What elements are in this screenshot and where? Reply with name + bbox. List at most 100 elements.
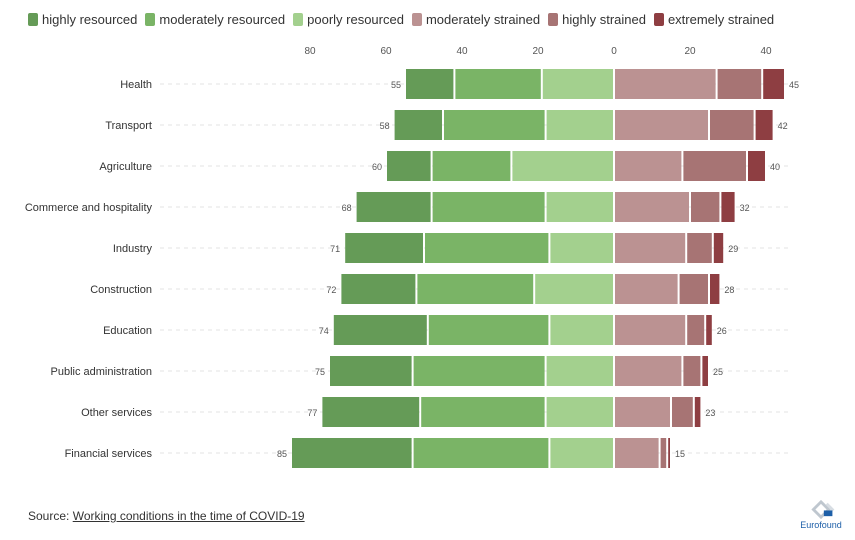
legend-swatch	[411, 12, 422, 26]
legend-label: extremely strained	[667, 11, 775, 27]
right-total-label: 29	[728, 244, 738, 254]
left-total-label: 71	[330, 244, 340, 254]
bar-segment	[550, 233, 613, 263]
right-total-label: 26	[717, 326, 727, 336]
bar-segment	[615, 233, 686, 263]
legend-label: highly resourced	[42, 11, 138, 27]
x-tick-label: 0	[611, 46, 617, 57]
right-total-label: 45	[789, 80, 799, 90]
bar-segment	[702, 356, 708, 386]
bar-segment	[687, 315, 705, 345]
bar-segment	[444, 110, 545, 140]
legend-item[interactable]: highly strained	[548, 12, 646, 27]
bar-segment	[706, 315, 712, 345]
source-note: Source: Working conditions in the time o…	[28, 509, 305, 523]
x-tick-label: 80	[304, 46, 316, 57]
bar-segment	[333, 315, 427, 345]
bar-segment	[512, 151, 613, 181]
diverging-bar-chart: 80 60 40 20 0 20 40 Health 55 45 Transport 58 42 Agri…	[25, 46, 799, 468]
bar-segment	[345, 233, 423, 263]
right-total-label: 25	[713, 367, 723, 377]
bar-segment	[546, 397, 613, 427]
bar-segment	[763, 69, 784, 99]
bar-segment	[615, 192, 689, 222]
bar-segment	[455, 69, 541, 99]
source-prefix: Source:	[28, 509, 73, 523]
bar-segment	[546, 110, 613, 140]
x-tick-label: 60	[380, 46, 392, 57]
legend-item[interactable]: extremely strained	[653, 11, 775, 27]
bar-segment	[615, 315, 686, 345]
bar-segment	[406, 69, 454, 99]
legend-label: moderately strained	[425, 11, 541, 27]
legend-item[interactable]: poorly resourced	[293, 12, 404, 27]
bar-segment	[687, 233, 712, 263]
bar-segment	[683, 356, 701, 386]
bar-segment	[615, 110, 708, 140]
right-total-label: 15	[675, 449, 685, 459]
legend-swatch	[653, 12, 664, 26]
legend-swatch	[293, 12, 304, 26]
bar-segment	[717, 69, 762, 99]
bar-segment	[710, 110, 754, 140]
left-total-label: 55	[391, 80, 401, 90]
left-total-label: 60	[372, 162, 382, 172]
bar-segment	[691, 192, 720, 222]
left-total-label: 77	[307, 408, 317, 418]
right-total-label: 28	[724, 285, 734, 295]
bar-segment	[679, 274, 708, 304]
chart-legend: highly resourced moderately resourced poor…	[28, 10, 782, 28]
x-tick-label: 40	[456, 46, 468, 57]
eurofound-logo[interactable]: Eurofound	[800, 500, 842, 530]
bar-segment	[535, 274, 613, 304]
bar-segment	[710, 274, 720, 304]
legend-swatch	[548, 12, 559, 26]
bar-segment	[683, 151, 746, 181]
source-link[interactable]: Working conditions in the time of COVID-…	[72, 509, 305, 523]
right-total-label: 42	[778, 121, 788, 131]
bar-segment	[694, 397, 701, 427]
bar-segment	[322, 397, 420, 427]
legend-item[interactable]: moderately strained	[411, 11, 541, 27]
left-total-label: 58	[380, 121, 390, 131]
category-label: Commerce and hospitality	[25, 202, 153, 214]
bar-segment	[550, 438, 613, 468]
bar-segment	[330, 356, 412, 386]
legend-item[interactable]: moderately resourced	[145, 12, 285, 27]
bar-segment	[432, 192, 545, 222]
bar-segment	[546, 192, 613, 222]
bar-segment	[413, 356, 545, 386]
bar-segment	[341, 274, 416, 304]
category-label: Agriculture	[99, 161, 152, 173]
bar-segment	[668, 438, 670, 468]
x-tick-label: 40	[760, 46, 772, 57]
bar-segment	[432, 151, 511, 181]
left-total-label: 75	[315, 367, 325, 377]
bar-segment	[292, 438, 412, 468]
bar-segment	[546, 356, 613, 386]
category-label: Transport	[105, 120, 152, 132]
bar-segment	[615, 356, 682, 386]
legend-item[interactable]: highly resourced	[28, 12, 137, 27]
right-total-label: 32	[740, 203, 750, 213]
category-label: Other services	[81, 407, 152, 419]
bar-segment	[421, 397, 545, 427]
left-total-label: 68	[342, 203, 352, 213]
x-tick-label: 20	[684, 46, 696, 57]
bar-segment	[615, 397, 670, 427]
logo-text: Eurofound	[800, 520, 842, 530]
category-label: Construction	[90, 284, 152, 296]
category-label: Education	[103, 325, 152, 337]
legend-label: poorly resourced	[307, 11, 404, 27]
bar-segment	[615, 438, 659, 468]
legend-swatch	[145, 12, 156, 26]
bar-segment	[425, 233, 549, 263]
right-total-label: 23	[705, 408, 715, 418]
legend-label: moderately resourced	[159, 11, 286, 27]
category-label: Financial services	[65, 448, 153, 460]
bar-segment	[428, 315, 549, 345]
category-label: Health	[120, 79, 152, 91]
bar-segment	[748, 151, 765, 181]
category-label: Public administration	[51, 366, 153, 378]
bar-segment	[615, 69, 716, 99]
